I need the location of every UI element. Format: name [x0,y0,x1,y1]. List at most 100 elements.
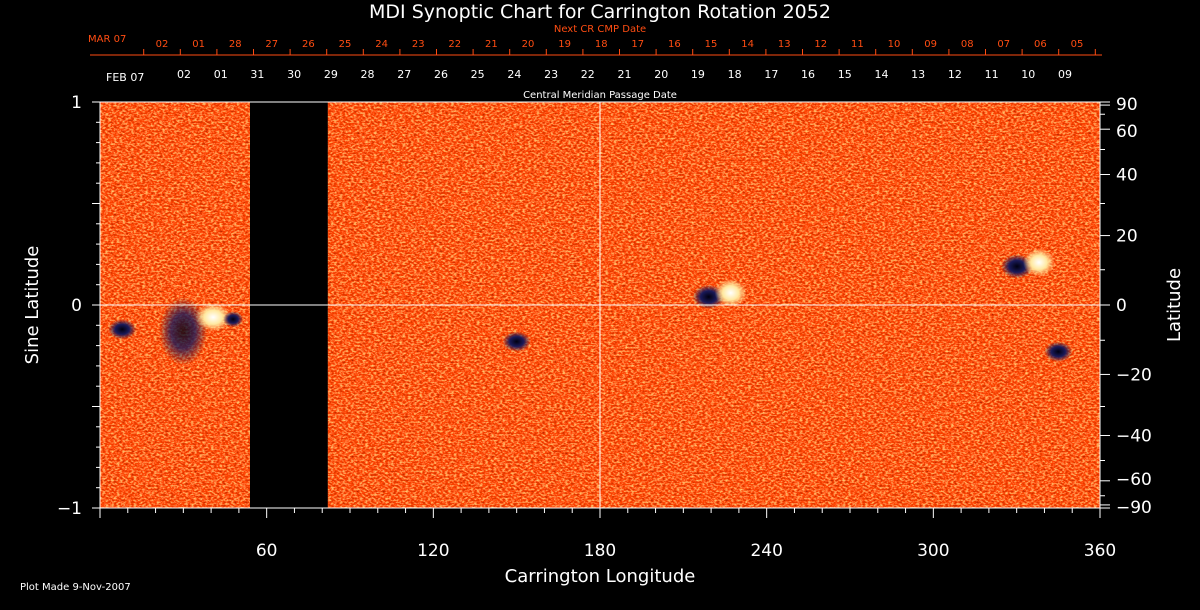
next-cr-date-label: 13 [778,39,791,50]
next-cr-date-label: 12 [814,39,827,50]
cmp-date-label: 22 [581,68,595,81]
x-axis-ticks: 60 120 180 240 300 360 [99,508,1116,561]
region-negative-spot [108,319,137,340]
active-regions [108,248,1073,366]
chart-title: MDI Synoptic Chart for Carrington Rotati… [369,1,831,23]
active-region-1 [159,297,244,366]
x-tick-label-300: 300 [917,541,949,561]
cmp-date-label: 13 [911,68,925,81]
next-cr-date-label: 14 [741,39,754,50]
left-y-axis-ticks: 1 0 −1 [57,93,100,519]
next-cr-date-label: 19 [558,39,571,50]
right-y-axis-label: Latitude [1164,268,1185,342]
cmp-date-label: 23 [544,68,558,81]
next-cr-date-label: 23 [412,39,425,50]
cmp-date-label: 12 [948,68,962,81]
next-cr-axis-label: Next CR CMP Date [554,24,646,35]
cmp-date-label: 11 [985,68,999,81]
next-cr-date-label: 22 [448,39,461,50]
next-cr-date-label: 11 [851,39,864,50]
cmp-date-label: 27 [397,68,411,81]
cmp-date-label: 16 [801,68,815,81]
region-negative-spot [223,311,244,328]
cmp-axis-label: Central Meridian Passage Date [523,90,677,101]
next-cr-date-label: 10 [888,39,901,50]
active-region-2 [108,319,137,340]
cmp-date-label: 26 [434,68,448,81]
right-y-tick-label: 90 [1116,95,1138,115]
next-cr-date-label: 17 [631,39,644,50]
cmp-date-label: 18 [728,68,742,81]
right-y-tick-label: 20 [1116,227,1138,247]
cmp-date-label: 02 [177,68,191,81]
cmp-ticks: 02 01 31 30 29 28 27 26 25 24 23 22 21 20 19 18 17 16 15 14… [177,68,1072,81]
region-positive-spot [1023,248,1055,277]
region-negative-spot [1044,341,1073,362]
region-negative-spot [502,331,531,352]
cmp-date-label: 10 [1021,68,1035,81]
right-y-tick-label: −20 [1116,365,1152,385]
active-region-4 [692,278,747,309]
left-y-tick-label: 0 [71,296,82,316]
x-tick-label-180: 180 [584,541,616,561]
region-positive-spot [195,303,232,332]
left-y-axis-label: Sine Latitude [22,246,43,365]
cmp-date-label: 20 [654,68,668,81]
next-cr-date-label: 16 [668,39,681,50]
cmp-date-label: 17 [764,68,778,81]
right-y-tick-label: 40 [1116,166,1138,186]
next-cr-date-label: 28 [229,39,242,50]
cmp-date-label: 31 [250,68,264,81]
active-region-3 [502,331,531,352]
next-cr-date-label: 18 [595,39,608,50]
cmp-date-label: 19 [691,68,705,81]
left-y-tick-label: −1 [57,499,82,519]
right-y-tick-label: −90 [1116,498,1152,518]
cmp-date-label: 28 [361,68,375,81]
cmp-date-label: 29 [324,68,338,81]
plot-area [99,101,1101,509]
plot-made-label: Plot Made 9-Nov-2007 [20,582,131,593]
cmp-date-label: 25 [471,68,485,81]
x-tick-label-120: 120 [417,541,449,561]
cmp-date-label: 30 [287,68,301,81]
next-cr-date-label: 06 [1034,39,1047,50]
next-cr-date-label: 27 [265,39,278,50]
next-cr-date-label: 15 [705,39,718,50]
next-cr-date-label: 24 [375,39,388,50]
cmp-date-label: 21 [618,68,632,81]
region-positive-spot [714,278,747,307]
x-axis-label: Carrington Longitude [505,566,696,587]
next-cr-date-label: 08 [961,39,974,50]
right-y-tick-label: −40 [1116,426,1152,446]
left-y-tick-label: 1 [71,93,82,113]
x-tick-label-60: 60 [256,541,278,561]
next-cr-date-label: 20 [522,39,535,50]
right-y-tick-label: 60 [1116,122,1138,142]
next-cr-date-label: 01 [192,39,205,50]
cmp-date-label: 24 [507,68,521,81]
next-cr-date-label: 09 [924,39,937,50]
region-negative-spot [159,297,208,366]
x-tick-label-240: 240 [750,541,782,561]
right-y-tick-label: −60 [1116,470,1152,490]
next-cr-date-label: 26 [302,39,315,50]
next-cr-date-label: 02 [156,39,169,50]
next-cr-date-label: 21 [485,39,498,50]
active-region-5 [1001,248,1055,279]
next-cr-ticks: 02 01 28 27 26 25 24 23 22 21 20 19 18 17 16 15 14 13 12 11… [143,39,1096,55]
next-cr-date-label: 07 [997,39,1010,50]
right-y-axis-ticks: 90 60 40 20 0 −20 −40 −60 −90 [1100,95,1152,518]
cmp-start-label: FEB 07 [106,71,144,84]
active-region-6 [1044,341,1073,362]
next-cr-start-label: MAR 07 [88,34,126,45]
next-cr-date-label: 05 [1071,39,1084,50]
x-tick-label-360: 360 [1084,541,1116,561]
right-y-tick-label: 0 [1116,296,1127,316]
cmp-date-label: 01 [214,68,228,81]
cmp-date-label: 14 [874,68,888,81]
cmp-date-label: 15 [838,68,852,81]
next-cr-date-label: 25 [339,39,352,50]
cmp-date-label: 09 [1058,68,1072,81]
